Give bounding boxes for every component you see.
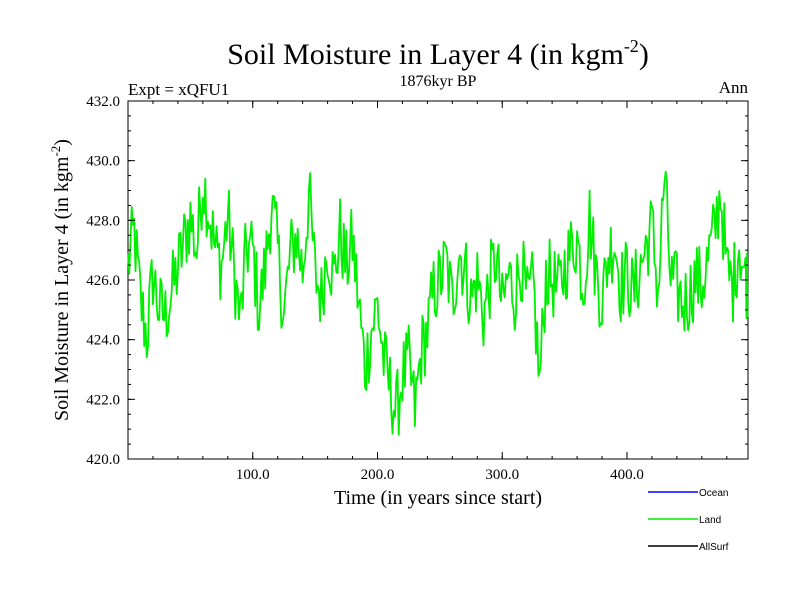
x-tick-label: 300.0	[485, 467, 519, 483]
y-tick-label: 424.0	[86, 333, 120, 349]
series-line-land	[127, 170, 749, 436]
chart-title: Soil Moisture in Layer 4 (in kgm-2)	[227, 36, 649, 71]
x-axis-label: Time (in years since start)	[334, 487, 542, 509]
data-layer	[127, 170, 749, 436]
y-tick-label: 420.0	[86, 452, 120, 468]
y-tick-label: 430.0	[86, 154, 120, 170]
y-tick-label: 426.0	[86, 273, 120, 289]
legend-label-land: Land	[699, 515, 721, 526]
legend-label-allsurf: AllSurf	[699, 542, 729, 553]
y-axis-label: Soil Moisture in Layer 4 (in kgm-2)	[48, 139, 73, 421]
season-label: Ann	[719, 78, 749, 97]
plot-area: 420.0 422.0 424.0 426.0 428.0 430.0 432.0 100.…	[86, 94, 749, 483]
y-tick-label: 428.0	[86, 213, 120, 229]
experiment-label: Expt = xQFU1	[128, 80, 229, 99]
chart-subtitle: 1876kyr BP	[400, 73, 477, 90]
x-axis: 100.0 200.0 300.0 400.0	[152, 101, 728, 483]
y-axis: 420.0 422.0 424.0 426.0 428.0 430.0 432.0	[86, 94, 748, 468]
y-tick-label: 422.0	[86, 392, 120, 408]
legend: Ocean Land AllSurf	[648, 488, 729, 553]
x-tick-label: 100.0	[236, 467, 270, 483]
x-tick-label: 200.0	[361, 467, 395, 483]
y-tick-label: 432.0	[86, 94, 120, 110]
legend-label-ocean: Ocean	[699, 488, 728, 499]
x-tick-label: 400.0	[610, 467, 644, 483]
